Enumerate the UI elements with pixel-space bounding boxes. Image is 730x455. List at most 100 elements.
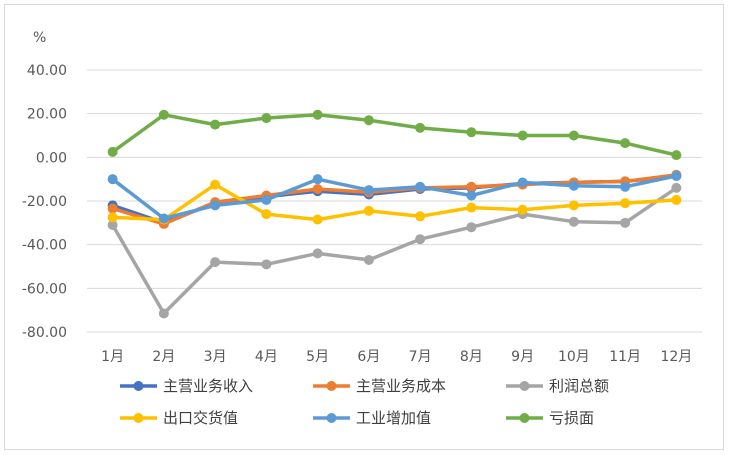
legend-item: 主营业务收入 bbox=[120, 377, 253, 395]
series-line bbox=[110, 186, 679, 316]
data-point bbox=[517, 204, 528, 215]
data-point bbox=[312, 174, 323, 185]
x-tick-label: 6月 bbox=[357, 349, 380, 365]
data-point bbox=[415, 211, 426, 222]
x-tick-label: 4月 bbox=[255, 349, 278, 365]
gridlines bbox=[87, 69, 702, 333]
data-point bbox=[261, 113, 272, 124]
data-point bbox=[158, 109, 169, 120]
legend-item: 利润总额 bbox=[506, 377, 609, 395]
legend-marker bbox=[519, 381, 530, 391]
x-tick-label: 3月 bbox=[204, 349, 227, 365]
data-point bbox=[671, 182, 682, 193]
data-point bbox=[261, 209, 272, 220]
series-工业增加值 bbox=[107, 170, 682, 224]
data-point bbox=[107, 212, 118, 223]
data-point bbox=[466, 127, 477, 138]
legend-label: 亏损面 bbox=[549, 409, 594, 427]
data-point bbox=[107, 203, 118, 214]
data-point bbox=[261, 259, 272, 270]
data-point bbox=[107, 174, 118, 185]
data-point bbox=[671, 150, 682, 161]
y-tick-label: -80.00 bbox=[22, 325, 67, 341]
series-line bbox=[110, 182, 679, 222]
data-point bbox=[210, 257, 221, 268]
y-tick-label: 20.00 bbox=[27, 107, 67, 123]
legend-item: 出口交货值 bbox=[120, 409, 238, 427]
data-point bbox=[466, 222, 477, 233]
data-point bbox=[671, 170, 682, 181]
data-point bbox=[261, 194, 272, 205]
data-point bbox=[466, 190, 477, 201]
legend-item: 主营业务成本 bbox=[313, 377, 446, 395]
data-point bbox=[312, 214, 323, 225]
data-point bbox=[466, 202, 477, 213]
legend-item: 工业增加值 bbox=[313, 409, 431, 427]
data-point bbox=[415, 122, 426, 133]
series-出口交货值 bbox=[107, 179, 682, 225]
y-tick-label: -60.00 bbox=[22, 281, 67, 297]
legend-label: 主营业务成本 bbox=[356, 377, 446, 395]
legend-label: 工业增加值 bbox=[356, 409, 431, 427]
legend-label: 利润总额 bbox=[549, 377, 609, 395]
series-line bbox=[110, 113, 679, 157]
x-tick-label: 5月 bbox=[306, 349, 329, 365]
legend-marker bbox=[326, 381, 337, 391]
x-tick-label: 1月 bbox=[101, 349, 124, 365]
series-亏损面 bbox=[107, 109, 682, 161]
legend-marker bbox=[133, 381, 144, 391]
data-point bbox=[568, 216, 579, 227]
series-lines bbox=[107, 109, 682, 319]
x-tick-label: 12月 bbox=[660, 349, 692, 365]
y-tick-label: 40.00 bbox=[27, 63, 67, 79]
data-point bbox=[415, 234, 426, 245]
x-tick-label: 7月 bbox=[409, 349, 432, 365]
data-point bbox=[107, 220, 118, 231]
data-point bbox=[568, 200, 579, 211]
data-point bbox=[568, 180, 579, 191]
data-point bbox=[620, 138, 631, 149]
data-point bbox=[363, 115, 374, 126]
y-tick-labels: -80.00 -60.00 -40.00 -20.00 0.00 20.00 40.00 bbox=[22, 63, 67, 341]
legend-label: 主营业务收入 bbox=[163, 377, 253, 395]
data-point bbox=[466, 181, 477, 192]
data-point bbox=[158, 308, 169, 319]
data-point bbox=[312, 109, 323, 120]
legend-label: 出口交货值 bbox=[163, 409, 238, 427]
data-point bbox=[517, 130, 528, 141]
legend-marker bbox=[133, 413, 144, 423]
data-point bbox=[363, 205, 374, 216]
data-point bbox=[671, 194, 682, 205]
data-point bbox=[620, 198, 631, 209]
data-point bbox=[620, 181, 631, 192]
data-point bbox=[312, 183, 323, 194]
series-line bbox=[110, 173, 679, 226]
chart-frame bbox=[4, 4, 724, 450]
legend-marker bbox=[326, 413, 337, 423]
data-point bbox=[312, 248, 323, 259]
x-tick-label: 2月 bbox=[152, 349, 175, 365]
x-tick-label: 9月 bbox=[511, 349, 534, 365]
legend-marker bbox=[519, 413, 530, 423]
y-tick-label: 0.00 bbox=[36, 150, 67, 166]
legend-item: 亏损面 bbox=[506, 409, 594, 427]
data-point bbox=[210, 179, 221, 190]
data-point bbox=[620, 217, 631, 228]
y-tick-label: -40.00 bbox=[22, 238, 67, 254]
data-point bbox=[415, 181, 426, 192]
x-tick-label: 8月 bbox=[460, 349, 483, 365]
x-tick-label: 10月 bbox=[558, 349, 590, 365]
data-point bbox=[517, 177, 528, 188]
data-point bbox=[158, 213, 169, 224]
data-point bbox=[107, 146, 118, 157]
data-point bbox=[210, 119, 221, 130]
data-point bbox=[568, 130, 579, 141]
x-tick-label: 11月 bbox=[609, 349, 641, 365]
data-point bbox=[363, 254, 374, 265]
y-tick-label: -20.00 bbox=[22, 194, 67, 210]
y-axis-unit: % bbox=[33, 30, 46, 46]
x-tick-labels: 1月 2月 3月 4月 5月 6月 7月 8月 9月 10月 11月 12月 bbox=[101, 349, 692, 365]
series-line bbox=[110, 174, 679, 221]
